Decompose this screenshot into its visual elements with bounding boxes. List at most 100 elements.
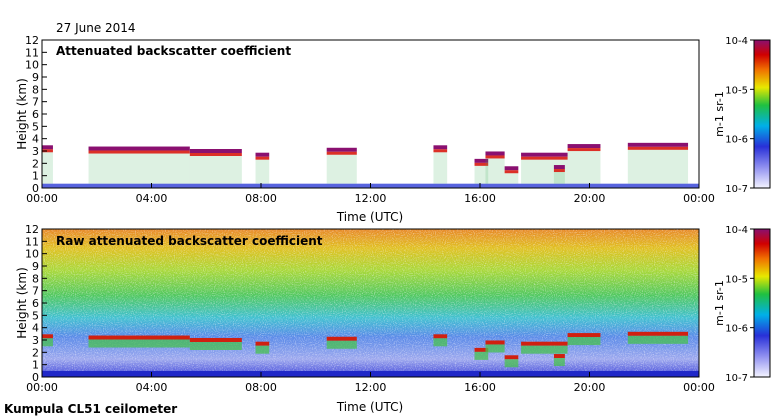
raw-cloud-body-mark (553, 358, 565, 367)
y-tick-label: 1 (32, 359, 39, 372)
y-tick-label: 2 (32, 346, 39, 359)
raw-cloud-body-mark (326, 340, 357, 349)
cloud-base-mark (474, 158, 489, 163)
cloud-body-mark (474, 162, 489, 166)
x-tick-label: 00:00 (26, 381, 58, 394)
y-tick-label: 5 (32, 120, 39, 133)
y-tick-label: 7 (32, 285, 39, 298)
x-tick-label: 00:00 (683, 381, 715, 394)
colorbar-tick-label: 10-5 (725, 85, 748, 96)
raw-cloud-base-mark (88, 335, 190, 340)
raw-cloud-base-mark (504, 355, 519, 360)
cloud-body-mark (88, 150, 190, 154)
top-y-axis-label: Height (km) (15, 78, 29, 149)
y-tick-label: 7 (32, 96, 39, 109)
y-tick-label: 4 (32, 133, 39, 146)
raw-cloud-body-mark (88, 339, 190, 348)
raw-noise-texture (42, 229, 699, 377)
x-tick-label: 16:00 (464, 192, 496, 205)
raw-cloud-body-mark (42, 338, 53, 347)
raw-cloud-body-mark (567, 337, 601, 346)
cloud-body-mark (326, 151, 357, 155)
x-tick-label: 08:00 (245, 192, 277, 205)
raw-cloud-body-mark (474, 351, 489, 360)
cloud-virga-mark (88, 153, 190, 184)
cloud-body-mark (255, 156, 270, 160)
x-tick-label: 12:00 (355, 192, 387, 205)
cloud-body-mark (567, 148, 601, 152)
cloud-body-mark (485, 155, 505, 159)
top-x-axis-label: Time (UTC) (336, 210, 403, 224)
y-tick-label: 8 (32, 83, 39, 96)
y-tick-label: 9 (32, 260, 39, 273)
cloud-base-mark (433, 145, 448, 150)
bottom-panel-title: Raw attenuated backscatter coefficient (56, 234, 323, 248)
x-tick-label: 12:00 (355, 381, 387, 394)
cloud-base-mark (553, 165, 565, 170)
raw-cloud-base-mark (326, 336, 357, 341)
x-tick-label: 20:00 (574, 192, 606, 205)
bottom-raw-field (42, 229, 699, 377)
colorbar-tick-label: 10-7 (725, 184, 748, 195)
bottom-colorbar-label: m-1 sr-1 (713, 280, 726, 326)
y-tick-label: 8 (32, 272, 39, 285)
raw-cloud-base-mark (521, 341, 568, 346)
bottom-colorbar: m-1 sr-1 10-7 10-6 10-5 10-4 (713, 225, 771, 384)
raw-cloud-base-mark (627, 331, 689, 336)
cloud-body-mark (521, 156, 568, 160)
bottom-panel: Raw attenuated backscatter coefficient 0… (15, 223, 715, 414)
date-label: 27 June 2014 (56, 21, 136, 35)
y-tick-label: 3 (32, 334, 39, 347)
cloud-virga-mark (42, 152, 53, 184)
colorbar-tick-label: 10-4 (725, 225, 748, 236)
top-x-ticks: 00:00 04:00 08:00 12:00 16:00 20:00 00:00 (26, 183, 715, 205)
y-tick-label: 10 (25, 248, 39, 261)
cloud-virga-mark (326, 154, 357, 184)
top-colorbar-scale (753, 39, 771, 189)
colorbar-tick-label: 10-6 (725, 324, 748, 335)
raw-cloud-base-mark (433, 334, 448, 339)
bottom-x-ticks: 00:00 04:00 08:00 12:00 16:00 20:00 00:00 (26, 372, 715, 394)
x-tick-label: 20:00 (574, 381, 606, 394)
cloud-base-mark (627, 142, 689, 147)
cloud-virga-mark (433, 152, 448, 184)
cloud-body-mark (42, 149, 53, 153)
colorbar-tick-label: 10-4 (725, 36, 748, 47)
y-tick-label: 6 (32, 108, 39, 121)
cloud-base-mark (504, 166, 519, 171)
colorbar-tick-label: 10-7 (725, 373, 748, 384)
raw-cloud-base-mark (553, 354, 565, 359)
top-colorbar-label: m-1 sr-1 (713, 91, 726, 137)
x-tick-label: 00:00 (26, 192, 58, 205)
raw-cloud-body-mark (627, 335, 689, 344)
raw-cloud-body-mark (433, 338, 448, 347)
x-tick-label: 04:00 (136, 381, 168, 394)
x-tick-label: 16:00 (464, 381, 496, 394)
top-colorbar: m-1 sr-1 10-7 10-6 10-5 10-4 (713, 36, 771, 195)
raw-cloud-base-mark (189, 338, 242, 342)
raw-cloud-base-mark (567, 333, 601, 338)
instrument-label: Kumpula CL51 ceilometer (4, 402, 177, 416)
top-panel-title: Attenuated backscatter coefficient (56, 44, 291, 58)
y-tick-label: 6 (32, 297, 39, 310)
cloud-virga-mark (255, 159, 270, 184)
bottom-x-axis-label: Time (UTC) (336, 400, 403, 414)
cloud-base-mark (189, 149, 242, 153)
raw-cloud-base-mark (42, 334, 53, 339)
cloud-virga-mark (474, 165, 489, 184)
y-tick-label: 0 (32, 371, 39, 384)
bottom-cloud-layers (42, 331, 689, 368)
y-tick-label: 1 (32, 170, 39, 183)
cloud-virga-mark (485, 158, 505, 184)
y-tick-label: 9 (32, 71, 39, 84)
y-tick-label: 4 (32, 322, 39, 335)
y-tick-label: 10 (25, 59, 39, 72)
raw-cloud-body-mark (521, 345, 568, 354)
raw-cloud-body-mark (485, 344, 505, 353)
cloud-base-mark (255, 152, 270, 157)
cloud-virga-mark (553, 172, 565, 184)
cloud-body-mark (433, 149, 448, 153)
y-tick-label: 5 (32, 309, 39, 322)
